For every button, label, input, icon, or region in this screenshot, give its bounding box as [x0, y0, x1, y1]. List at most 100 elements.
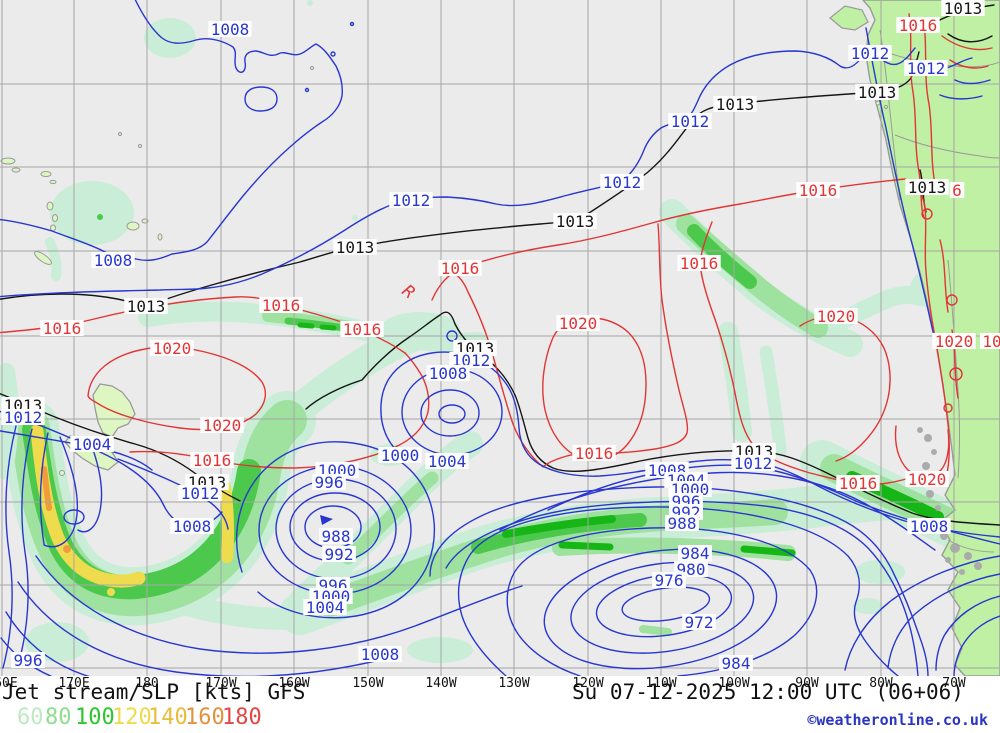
isobar-label-1013: 1013	[713, 95, 757, 114]
isobar-label-1012: 1012	[1, 408, 45, 427]
isobar-label-1013: 1013	[941, 0, 985, 18]
svg-text:1016: 1016	[575, 444, 614, 463]
svg-text:992: 992	[325, 545, 354, 564]
copyright-link[interactable]: ©weatheronline.co.uk	[807, 711, 988, 729]
svg-text:1016: 1016	[680, 254, 719, 273]
legend-value-160: 160	[185, 705, 225, 730]
svg-text:1016: 1016	[43, 319, 82, 338]
svg-text:1020: 1020	[935, 332, 974, 351]
isobar-label-1016: 1016	[259, 296, 303, 315]
svg-text:1013: 1013	[556, 212, 595, 231]
isobar-label-972: 972	[682, 613, 716, 632]
svg-text:1013: 1013	[858, 83, 897, 102]
lon-label-70W: 70W	[942, 676, 966, 691]
isobar-label-1008: 1008	[208, 20, 252, 39]
isobar-label-1016: 1016	[340, 320, 384, 339]
svg-text:1012: 1012	[671, 112, 710, 131]
svg-text:988: 988	[668, 514, 697, 533]
svg-text:1008: 1008	[211, 20, 250, 39]
svg-text:1016: 1016	[262, 296, 301, 315]
isobar-label-988: 988	[665, 514, 699, 533]
lon-label-150W: 150W	[352, 676, 383, 691]
isobar-label-1012: 1012	[668, 112, 712, 131]
svg-text:988: 988	[322, 527, 351, 546]
svg-text:1016: 1016	[799, 181, 838, 200]
lon-label-130W: 130W	[498, 676, 529, 691]
isobar-label-1004: 1004	[70, 435, 114, 454]
isobar-label-1020: 1020	[556, 314, 600, 333]
lon-label-80W: 80W	[869, 676, 893, 691]
isobar-label-1013: 1013	[855, 83, 899, 102]
svg-text:1013: 1013	[716, 95, 755, 114]
isobar-label-992: 992	[322, 545, 356, 564]
svg-text:996: 996	[14, 651, 43, 670]
svg-text:1012: 1012	[907, 59, 946, 78]
svg-text:984: 984	[681, 544, 710, 563]
svg-text:1012: 1012	[603, 173, 642, 192]
svg-text:1008: 1008	[94, 251, 133, 270]
svg-text:1004: 1004	[306, 598, 345, 617]
lon-label-110W: 110W	[645, 676, 676, 691]
legend-value-120: 120	[112, 705, 152, 730]
isobar-label-988: 988	[319, 527, 353, 546]
svg-text:1000: 1000	[381, 446, 420, 465]
isobar-label-1016: 1016	[896, 16, 940, 35]
map-title: Jet stream/SLP [kts] GFS	[2, 680, 305, 704]
isobar-label-1013: 1013	[333, 238, 377, 257]
isobar-label-1012: 1012	[178, 484, 222, 503]
isobar-label-1008: 1008	[426, 364, 470, 383]
svg-text:972: 972	[685, 613, 714, 632]
isobar-label-1020: 1020	[932, 332, 976, 351]
new-zealand-north-island	[92, 383, 136, 438]
isobar-label-996: 996	[312, 473, 346, 492]
isobar-label-1004: 1004	[425, 452, 469, 471]
svg-text:1020: 1020	[908, 470, 947, 489]
footer-bar	[0, 676, 1000, 733]
lon-label-170E: 170E	[58, 676, 89, 691]
lon-label-140W: 140W	[425, 676, 456, 691]
legend-value-80: 80	[45, 705, 72, 730]
svg-text:1016: 1016	[441, 259, 480, 278]
svg-text:1016: 1016	[839, 474, 878, 493]
isobar-label-1000: 1000	[378, 446, 422, 465]
lon-label-160E: 160E	[0, 676, 18, 691]
svg-text:1013: 1013	[127, 297, 166, 316]
svg-text:1012: 1012	[4, 408, 43, 427]
svg-text:1020: 1020	[153, 339, 192, 358]
isobar-label-1008: 1008	[358, 645, 402, 664]
lon-label-120W: 120W	[572, 676, 603, 691]
isobar-label-1020: 1020	[150, 339, 194, 358]
legend-value-60: 60	[17, 705, 44, 730]
isobar-label-1008: 1008	[907, 517, 951, 536]
isobar-label-1016: 1016	[190, 451, 234, 470]
isobar-label-1016: 1016	[40, 319, 84, 338]
isobar-label-996: 996	[11, 651, 45, 670]
svg-text:1008: 1008	[173, 517, 212, 536]
svg-text:1008: 1008	[361, 645, 400, 664]
lon-label-170W: 170W	[205, 676, 236, 691]
isobar-label-1008: 1008	[170, 517, 214, 536]
svg-text:1004: 1004	[73, 435, 112, 454]
isobar-label-layer: 1008 1008 1012 1012 1012 1012 1012 1013 1013 1013…	[1, 0, 1000, 673]
isobar-label-1013: 1013	[553, 212, 597, 231]
svg-text:1013: 1013	[944, 0, 983, 18]
isobar-label-1020: 1020	[200, 416, 244, 435]
svg-text:1012: 1012	[734, 454, 773, 473]
svg-text:1016: 1016	[343, 320, 382, 339]
isobar-label-976: 976	[652, 571, 686, 590]
svg-text:1012: 1012	[181, 484, 220, 503]
svg-text:1020: 1020	[203, 416, 242, 435]
svg-text:10: 10	[982, 332, 1000, 351]
isobar-label-1016: 1016	[836, 474, 880, 493]
svg-text:1020: 1020	[559, 314, 598, 333]
isobar-label-1004: 1004	[303, 598, 347, 617]
isobar-label-1013: 1013	[905, 178, 949, 197]
map-datetime: Su 07-12-2025 12:00 UTC (06+06)	[572, 680, 964, 704]
isobar-label-1020: 1020	[814, 307, 858, 326]
svg-text:1008: 1008	[429, 364, 468, 383]
lon-label-160W: 160W	[278, 676, 309, 691]
isobar-label-1016: 1016	[796, 181, 840, 200]
legend-value-180: 180	[222, 705, 262, 730]
isobar-label-1016: 1016	[438, 259, 482, 278]
